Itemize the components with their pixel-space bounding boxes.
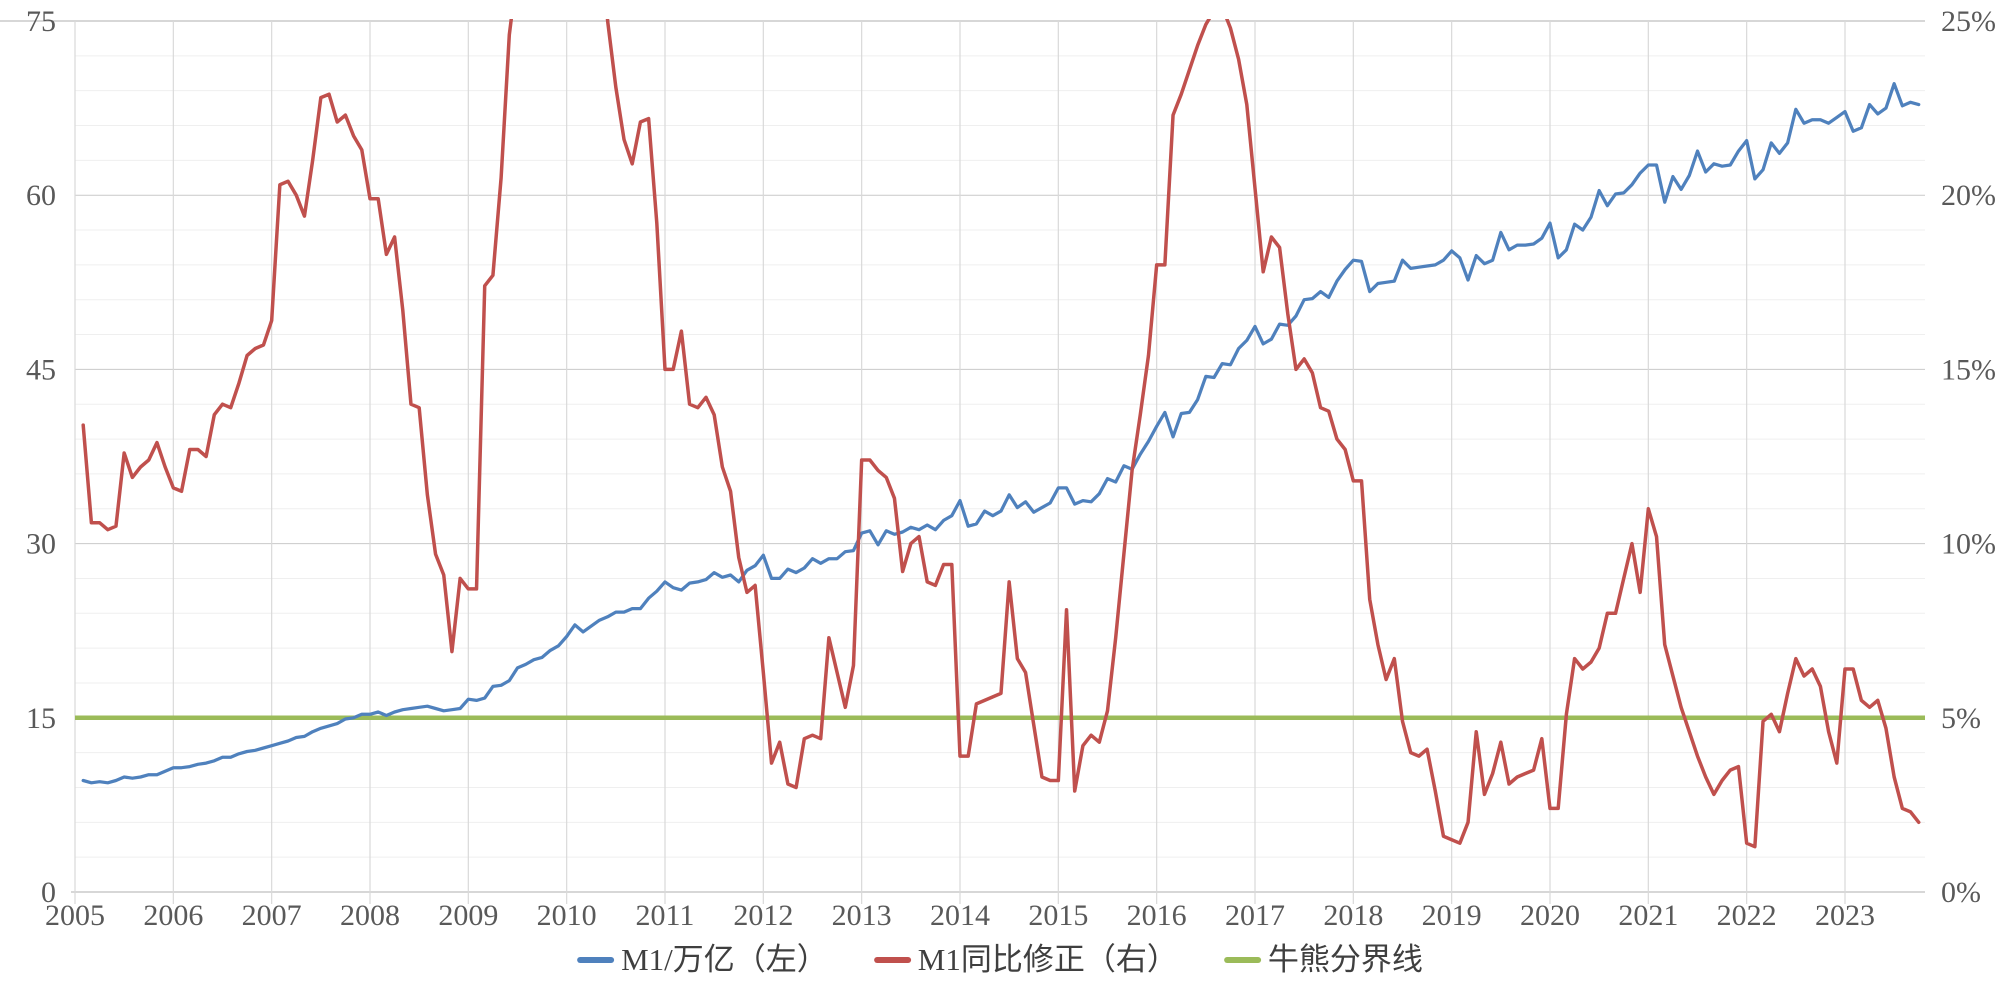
x-axis-year-label: 2016: [1127, 899, 1187, 932]
legend-item-bull-bear-divide: 牛熊分界线: [1223, 942, 1423, 977]
m1-yoy-line: [81, 19, 1921, 849]
x-axis-year-label: 2007: [242, 899, 302, 932]
left-axis-tick-label: 45: [26, 353, 56, 386]
legend-swatch-green-line-icon: [1223, 956, 1261, 963]
x-axis-year-label: 2010: [537, 899, 597, 932]
left-axis-tick-label: 60: [26, 179, 56, 212]
right-axis-tick-label: 5%: [1941, 702, 1981, 735]
right-axis-tick-label: 0%: [1941, 876, 1981, 909]
legend-label-m1-yoy: M1同比修正（右）: [917, 942, 1178, 977]
legend-item-m1-level: M1/万亿（左）: [577, 944, 828, 975]
x-axis-year-label: 2020: [1520, 899, 1580, 932]
x-axis-year-label: 2018: [1323, 899, 1383, 932]
left-axis-tick-label: 0: [41, 876, 56, 909]
x-axis-year-label: 2019: [1422, 899, 1482, 932]
x-axis-year-label: 2022: [1717, 899, 1777, 932]
x-axis-year-label: 2005: [45, 899, 105, 932]
right-axis-tick-label: 10%: [1941, 528, 1996, 561]
legend-label-m1-level: M1/万亿（左）: [621, 942, 828, 977]
x-axis-year-label: 2021: [1618, 899, 1678, 932]
chart-legend: M1/万亿（左） M1同比修正（右） 牛熊分界线: [577, 944, 1423, 975]
right-axis-tick-label: 20%: [1941, 179, 1996, 212]
legend-swatch-blue-line-icon: [577, 956, 615, 963]
x-axis-year-label: 2009: [438, 899, 498, 932]
x-axis-year-label: 2008: [340, 899, 400, 932]
x-axis-year-label: 2011: [636, 899, 695, 932]
legend-item-m1-yoy: M1同比修正（右）: [873, 942, 1178, 977]
x-axis-year-label: 2023: [1815, 899, 1875, 932]
left-axis-tick-label: 30: [26, 528, 56, 561]
x-axis-year-label: 2006: [143, 899, 203, 932]
left-axis-tick-label: 15: [26, 702, 56, 735]
x-axis-year-label: 2013: [832, 899, 892, 932]
right-axis-tick-label: 15%: [1941, 353, 1996, 386]
x-axis-year-label: 2015: [1028, 899, 1088, 932]
x-axis-year-label: 2012: [733, 899, 793, 932]
x-axis-year-label: 2017: [1225, 899, 1285, 932]
m1-level-line: [81, 82, 1921, 785]
legend-swatch-red-line-icon: [873, 956, 911, 963]
right-axis-tick-label: 25%: [1941, 5, 1996, 38]
x-axis-year-label: 2014: [930, 899, 990, 932]
left-axis-tick-label: 75: [26, 5, 56, 38]
legend-label-bull-bear-divide: 牛熊分界线: [1267, 942, 1423, 977]
